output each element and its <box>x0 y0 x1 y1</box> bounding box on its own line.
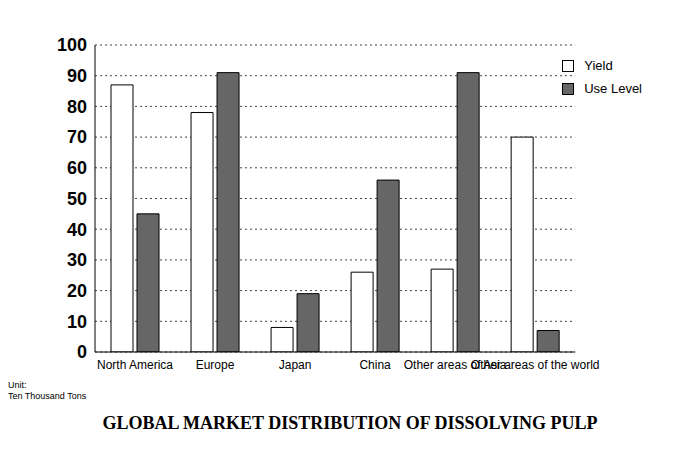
html-text:Ten Thousand Tons: Ten Thousand Tons <box>8 391 87 401</box>
html-text:Use Level: Use Level <box>584 81 642 96</box>
svg-text:Other areas of Asia: Other areas of Asia <box>403 357 507 372</box>
svg-text:70: 70 <box>67 127 87 147</box>
html-text:Yield: Yield <box>584 58 613 73</box>
svg-text:20: 20 <box>67 281 87 301</box>
svg-text:30: 30 <box>67 250 87 270</box>
svg-text:60: 60 <box>67 158 87 178</box>
html-text:GLOBAL MARKET DISTRIBUTION OF: GLOBAL MARKET DISTRIBUTION OF DISSOLVING… <box>102 413 598 433</box>
svg-text:90: 90 <box>67 66 87 86</box>
svg-text:Japan: Japan <box>279 358 312 372</box>
svg-text:100: 100 <box>57 35 87 55</box>
svg-text:Other areas of the world: Other areas of the world <box>471 358 600 372</box>
html-text:Unit:: Unit: <box>8 380 27 390</box>
svg-text:80: 80 <box>67 97 87 117</box>
svg-text:North America: North America <box>97 358 173 372</box>
svg-text:Europe: Europe <box>196 358 235 372</box>
svg-text:10: 10 <box>67 312 87 332</box>
svg-text:50: 50 <box>67 189 87 209</box>
svg-text:China: China <box>359 358 391 372</box>
svg-text:40: 40 <box>67 220 87 240</box>
svg-text:0: 0 <box>77 342 87 362</box>
